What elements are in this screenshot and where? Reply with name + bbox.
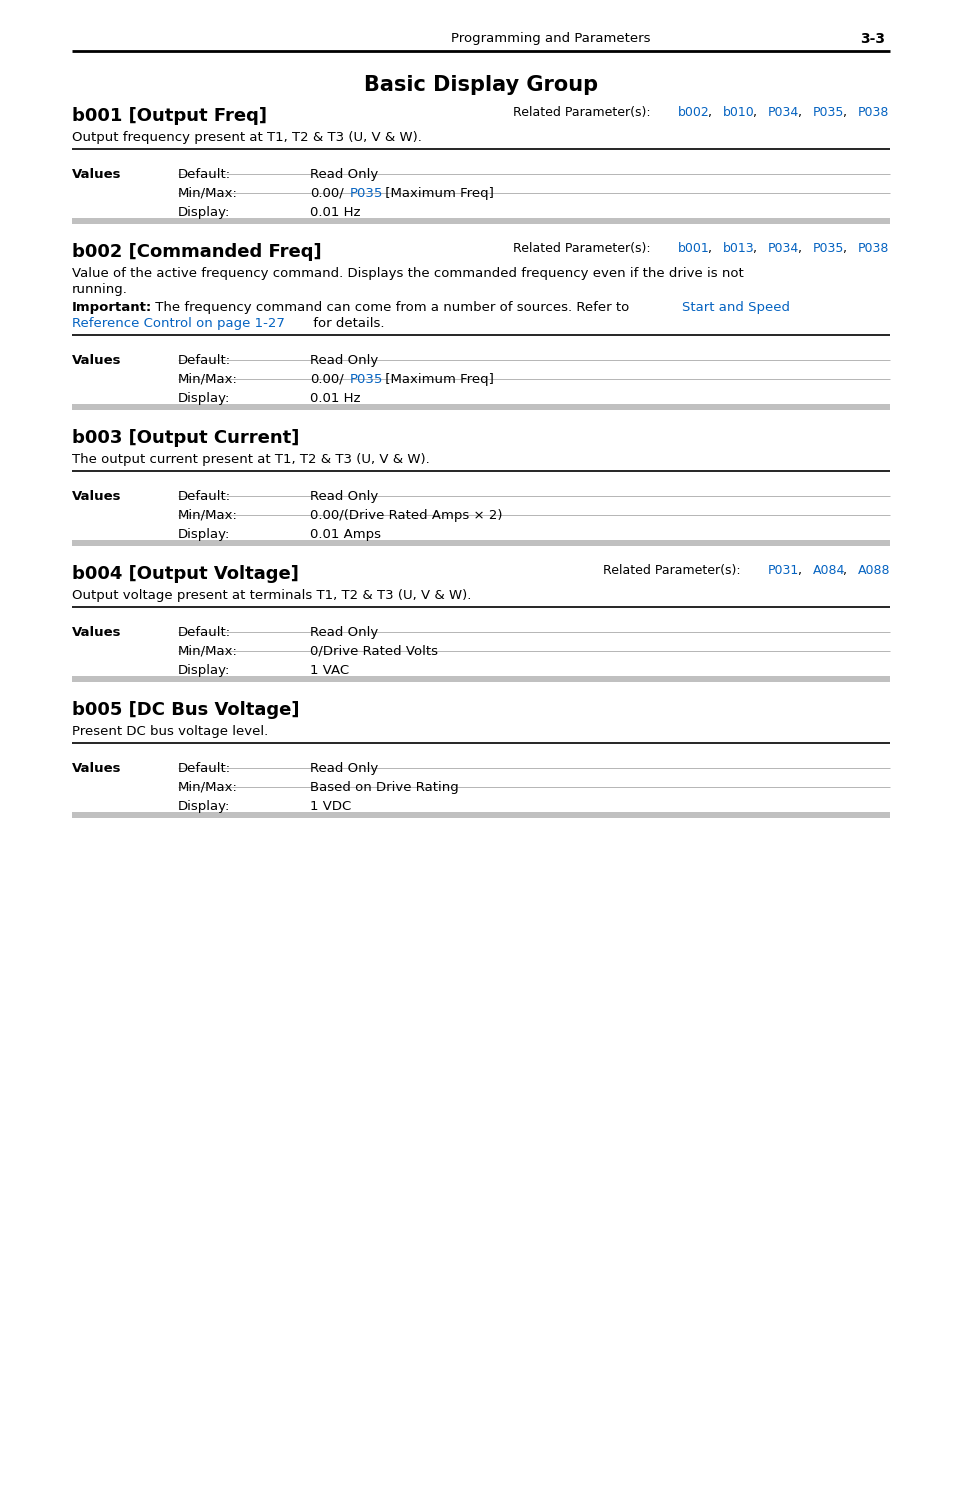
Text: b001 [Output Freq]: b001 [Output Freq] [71,107,267,125]
Text: P034: P034 [767,106,799,119]
Text: Min/Max:: Min/Max: [178,781,237,794]
Bar [71,677,889,683]
Text: [Maximum Freq]: [Maximum Freq] [381,187,494,199]
Text: Programming and Parameters: Programming and Parameters [451,33,650,45]
Text: 0.00/: 0.00/ [310,373,343,387]
Text: ,: , [842,564,850,577]
Text: Value of the active frequency command. Displays the commanded frequency even if : Value of the active frequency command. D… [71,268,743,280]
Text: Output voltage present at terminals T1, T2 & T3 (U, V & W).: Output voltage present at terminals T1, … [71,589,471,602]
Text: Related Parameter(s):: Related Parameter(s): [513,242,654,254]
Text: Read Only: Read Only [310,354,377,367]
Text: b004 [Output Voltage]: b004 [Output Voltage] [71,565,298,583]
Text: Default:: Default: [178,626,231,639]
Text: Display:: Display: [178,393,230,404]
Text: b003 [Output Current]: b003 [Output Current] [71,430,299,448]
Text: The output current present at T1, T2 & T3 (U, V & W).: The output current present at T1, T2 & T… [71,454,429,465]
Text: [Maximum Freq]: [Maximum Freq] [381,373,494,387]
Text: Values: Values [71,168,121,181]
Text: ,: , [797,564,805,577]
Text: ,: , [842,242,850,254]
Text: 0.00/: 0.00/ [310,187,343,199]
Text: 1 VDC: 1 VDC [310,800,351,813]
Text: 0.01 Hz: 0.01 Hz [310,393,360,404]
Text: P035: P035 [349,373,382,387]
Text: Min/Max:: Min/Max: [178,509,237,522]
Bar [71,404,889,410]
Text: A084: A084 [812,564,844,577]
Text: Display:: Display: [178,665,230,677]
Text: P038: P038 [857,242,888,254]
Bar [71,812,889,818]
Text: Min/Max:: Min/Max: [178,373,237,387]
Text: Read Only: Read Only [310,761,377,775]
Text: ,: , [707,106,716,119]
Text: The frequency command can come from a number of sources. Refer to: The frequency command can come from a nu… [151,300,633,314]
Text: Present DC bus voltage level.: Present DC bus voltage level. [71,726,268,738]
Text: ,: , [707,242,716,254]
Text: P035: P035 [812,242,843,254]
Text: Display:: Display: [178,207,230,219]
Text: P038: P038 [857,106,888,119]
Text: Related Parameter(s):: Related Parameter(s): [513,106,654,119]
Text: b013: b013 [722,242,754,254]
Text: Default:: Default: [178,168,231,181]
Text: ,: , [842,106,850,119]
Text: ,: , [797,242,805,254]
Text: running.: running. [71,283,128,296]
Text: for details.: for details. [309,317,385,330]
Text: Default:: Default: [178,491,231,503]
Text: Values: Values [71,491,121,503]
Text: Based on Drive Rating: Based on Drive Rating [310,781,458,794]
Text: 0.01 Amps: 0.01 Amps [310,528,380,541]
Text: b005 [DC Bus Voltage]: b005 [DC Bus Voltage] [71,700,299,720]
Text: ,: , [752,106,760,119]
Text: P035: P035 [812,106,843,119]
Text: Min/Max:: Min/Max: [178,645,237,659]
Text: 0.01 Hz: 0.01 Hz [310,207,360,219]
Text: Values: Values [71,354,121,367]
Text: Basic Display Group: Basic Display Group [363,74,598,95]
Text: Default:: Default: [178,354,231,367]
Text: Display:: Display: [178,800,230,813]
Text: b002: b002 [678,106,709,119]
Text: Values: Values [71,626,121,639]
Bar [71,540,889,546]
Text: Reference Control on page 1-27: Reference Control on page 1-27 [71,317,285,330]
Text: Read Only: Read Only [310,168,377,181]
Text: b002 [Commanded Freq]: b002 [Commanded Freq] [71,242,321,262]
Text: P031: P031 [767,564,799,577]
Text: ,: , [752,242,760,254]
Text: Important:: Important: [71,300,152,314]
Text: 0/Drive Rated Volts: 0/Drive Rated Volts [310,645,437,659]
Text: Default:: Default: [178,761,231,775]
Text: A088: A088 [857,564,889,577]
Text: ,: , [797,106,805,119]
Text: b010: b010 [722,106,754,119]
Text: Min/Max:: Min/Max: [178,187,237,199]
Text: 1 VAC: 1 VAC [310,665,349,677]
Text: Read Only: Read Only [310,491,377,503]
Text: 0.00/(Drive Rated Amps × 2): 0.00/(Drive Rated Amps × 2) [310,509,502,522]
Text: P034: P034 [767,242,799,254]
Text: 3-3: 3-3 [859,33,884,46]
Text: Values: Values [71,761,121,775]
Bar [71,219,889,225]
Text: Related Parameter(s):: Related Parameter(s): [602,564,744,577]
Text: b001: b001 [678,242,709,254]
Text: Output frequency present at T1, T2 & T3 (U, V & W).: Output frequency present at T1, T2 & T3 … [71,131,421,144]
Text: Start and Speed: Start and Speed [680,300,793,314]
Text: P035: P035 [349,187,382,199]
Text: Display:: Display: [178,528,230,541]
Text: Read Only: Read Only [310,626,377,639]
